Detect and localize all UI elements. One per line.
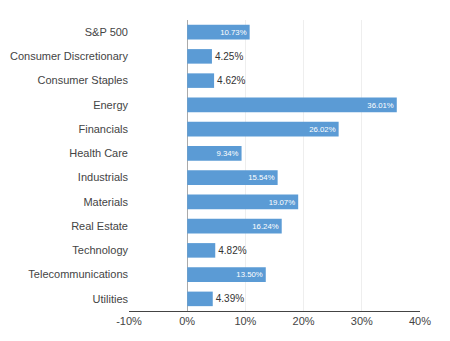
svg-text:Consumer Discretionary: Consumer Discretionary [10, 50, 128, 62]
svg-text:10.73%: 10.73% [220, 28, 246, 37]
svg-text:Telecommunications: Telecommunications [28, 268, 128, 280]
svg-text:Industrials: Industrials [78, 171, 129, 183]
svg-text:15.54%: 15.54% [248, 173, 274, 182]
svg-text:4.62%: 4.62% [217, 75, 245, 86]
svg-text:4.39%: 4.39% [216, 293, 244, 304]
svg-text:13.50%: 13.50% [236, 270, 262, 279]
svg-text:20%: 20% [293, 315, 315, 327]
svg-text:26.02%: 26.02% [309, 125, 335, 134]
svg-text:0%: 0% [179, 315, 195, 327]
svg-text:-10%: -10% [116, 315, 142, 327]
svg-text:40%: 40% [409, 315, 431, 327]
svg-text:4.82%: 4.82% [218, 245, 246, 256]
svg-text:10%: 10% [234, 315, 256, 327]
svg-text:Financials: Financials [78, 123, 128, 135]
svg-text:Technology: Technology [72, 244, 128, 256]
svg-text:36.01%: 36.01% [367, 101, 393, 110]
svg-text:S&P 500: S&P 500 [85, 26, 128, 38]
svg-text:Utilities: Utilities [93, 293, 129, 305]
svg-text:Consumer Staples: Consumer Staples [38, 74, 129, 86]
svg-text:4.25%: 4.25% [215, 51, 243, 62]
svg-text:19.07%: 19.07% [269, 198, 295, 207]
svg-text:Health Care: Health Care [69, 147, 128, 159]
svg-text:Real Estate: Real Estate [71, 220, 128, 232]
svg-text:30%: 30% [351, 315, 373, 327]
svg-text:16.24%: 16.24% [252, 222, 278, 231]
svg-text:Energy: Energy [93, 99, 128, 111]
svg-text:9.34%: 9.34% [216, 149, 238, 158]
svg-text:Materials: Materials [83, 196, 128, 208]
